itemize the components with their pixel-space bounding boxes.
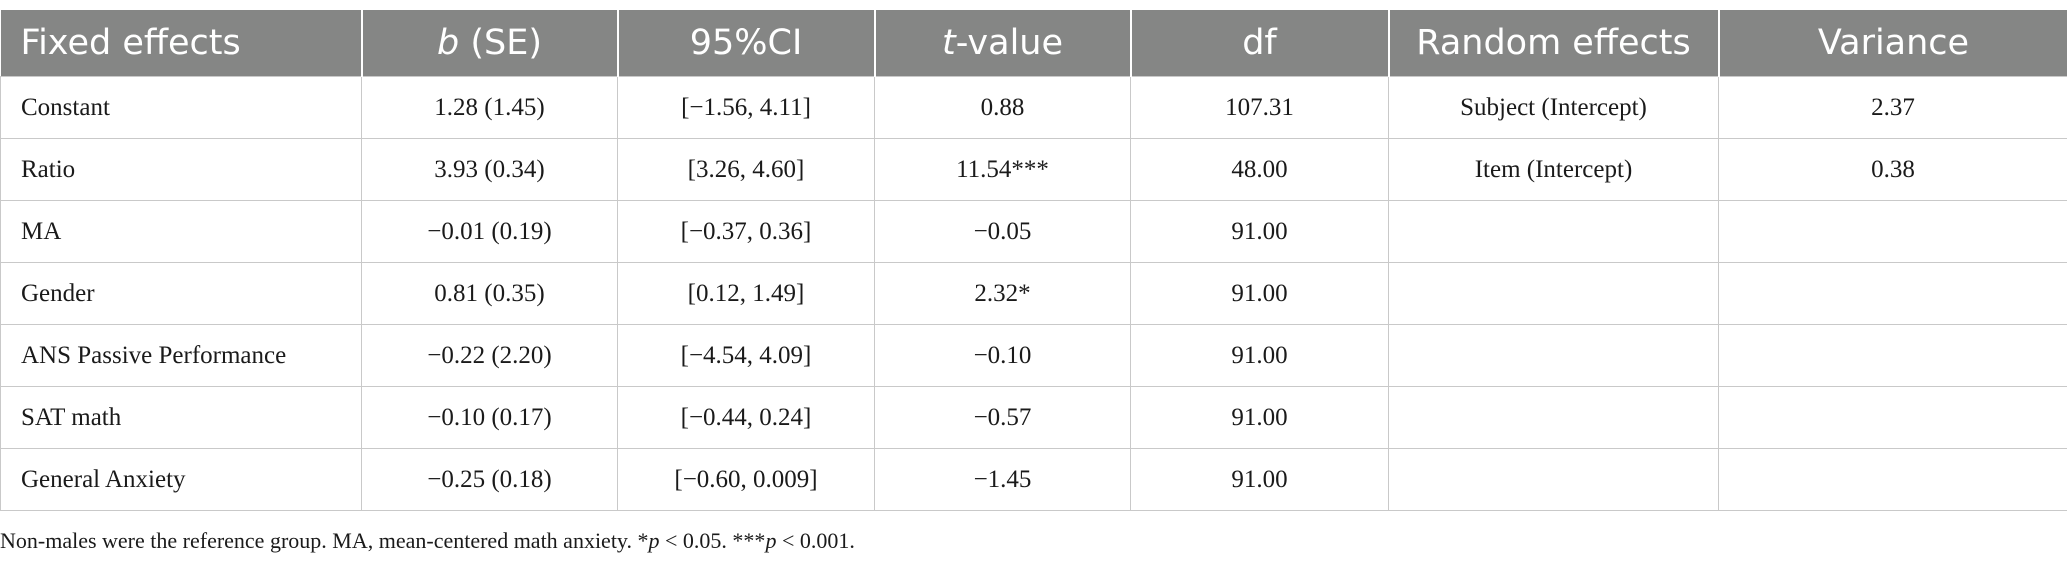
cell-fixed: Constant <box>0 76 362 139</box>
cell-fixed: MA <box>0 200 362 263</box>
cell-b: 1.28 (1.45) <box>361 76 618 139</box>
table-header: Fixed effects b (SE) 95%CI t-value df Ra… <box>0 10 2067 77</box>
cell-fixed: ANS Passive Performance <box>0 324 362 387</box>
header-b-se: b (SE) <box>360 10 618 77</box>
cell-fixed: Ratio <box>0 138 362 201</box>
header-random-effects: Random effects <box>1387 10 1719 77</box>
footnote-text-1: Non-males were the reference group. MA, … <box>0 528 649 553</box>
cell-t: 0.88 <box>874 76 1131 139</box>
cell-variance <box>1718 324 2067 387</box>
cell-fixed: SAT math <box>0 386 362 449</box>
cell-ci: [−4.54, 4.09] <box>617 324 875 387</box>
header-variance: Variance <box>1717 10 2067 77</box>
header-b-suffix: (SE) <box>459 23 542 63</box>
header-df: df <box>1129 10 1389 77</box>
cell-b: 3.93 (0.34) <box>361 138 618 201</box>
cell-variance <box>1718 448 2067 511</box>
cell-t: −0.10 <box>874 324 1131 387</box>
cell-t: 2.32* <box>874 262 1131 325</box>
cell-t: 11.54*** <box>874 138 1131 201</box>
table-footnote: Non-males were the reference group. MA, … <box>0 528 855 554</box>
cell-fixed: Gender <box>0 262 362 325</box>
table-row: Gender 0.81 (0.35) [0.12, 1.49] 2.32* 91… <box>0 262 2067 325</box>
cell-fixed: General Anxiety <box>0 448 362 511</box>
cell-df: 91.00 <box>1130 386 1389 449</box>
cell-random <box>1388 324 1719 387</box>
cell-b: −0.25 (0.18) <box>361 448 618 511</box>
header-row: Fixed effects b (SE) 95%CI t-value df Ra… <box>0 10 2067 77</box>
table-row: MA −0.01 (0.19) [−0.37, 0.36] −0.05 91.0… <box>0 200 2067 263</box>
header-t-suffix: -value <box>955 23 1064 63</box>
cell-variance <box>1718 262 2067 325</box>
cell-b: −0.22 (2.20) <box>361 324 618 387</box>
cell-t: −0.05 <box>874 200 1131 263</box>
cell-random: Item (Intercept) <box>1388 138 1719 201</box>
header-fixed-effects: Fixed effects <box>0 10 362 77</box>
table-row: Constant 1.28 (1.45) [−1.56, 4.11] 0.88 … <box>0 76 2067 139</box>
cell-ci: [−0.60, 0.009] <box>617 448 875 511</box>
footnote-p-symbol-1: p <box>648 528 660 553</box>
cell-variance: 0.38 <box>1718 138 2067 201</box>
table-row: General Anxiety −0.25 (0.18) [−0.60, 0.0… <box>0 448 2067 511</box>
cell-ci: [3.26, 4.60] <box>617 138 875 201</box>
cell-b: 0.81 (0.35) <box>361 262 618 325</box>
cell-random: Subject (Intercept) <box>1388 76 1719 139</box>
cell-df: 91.00 <box>1130 324 1389 387</box>
cell-variance <box>1718 386 2067 449</box>
cell-t: −1.45 <box>874 448 1131 511</box>
cell-df: 48.00 <box>1130 138 1389 201</box>
cell-variance <box>1718 200 2067 263</box>
cell-b: −0.10 (0.17) <box>361 386 618 449</box>
cell-df: 91.00 <box>1130 448 1389 511</box>
footnote-p-symbol-2: p <box>765 528 777 553</box>
fixed-random-effects-table: Fixed effects b (SE) 95%CI t-value df Ra… <box>0 10 2067 511</box>
cell-variance: 2.37 <box>1718 76 2067 139</box>
cell-df: 91.00 <box>1130 262 1389 325</box>
cell-b: −0.01 (0.19) <box>361 200 618 263</box>
table-row: Ratio 3.93 (0.34) [3.26, 4.60] 11.54*** … <box>0 138 2067 201</box>
table-body: Constant 1.28 (1.45) [−1.56, 4.11] 0.88 … <box>0 76 2067 511</box>
header-b-symbol: b <box>437 23 460 63</box>
cell-df: 107.31 <box>1130 76 1389 139</box>
footnote-text-3: < 0.001. <box>776 528 855 553</box>
header-t-value: t-value <box>873 10 1131 77</box>
cell-random <box>1388 448 1719 511</box>
cell-t: −0.57 <box>874 386 1131 449</box>
cell-ci: [−0.37, 0.36] <box>617 200 875 263</box>
cell-random <box>1388 386 1719 449</box>
results-table-container: Fixed effects b (SE) 95%CI t-value df Ra… <box>0 10 2067 511</box>
cell-ci: [0.12, 1.49] <box>617 262 875 325</box>
header-ci: 95%CI <box>616 10 875 77</box>
table-row: SAT math −0.10 (0.17) [−0.44, 0.24] −0.5… <box>0 386 2067 449</box>
table-row: ANS Passive Performance −0.22 (2.20) [−4… <box>0 324 2067 387</box>
cell-random <box>1388 262 1719 325</box>
cell-random <box>1388 200 1719 263</box>
cell-df: 91.00 <box>1130 200 1389 263</box>
cell-ci: [−0.44, 0.24] <box>617 386 875 449</box>
footnote-text-2: < 0.05. *** <box>659 528 766 553</box>
header-t-symbol: t <box>941 23 956 63</box>
cell-ci: [−1.56, 4.11] <box>617 76 875 139</box>
